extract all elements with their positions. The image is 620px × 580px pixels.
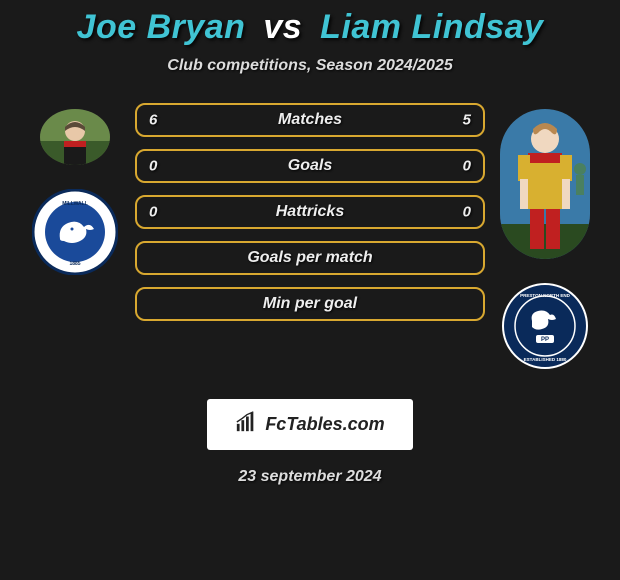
chart-icon: [235, 411, 257, 438]
right-column: PP PRESTON NORTH END ESTABLISHED 1880: [485, 103, 605, 369]
stat-row-matches: 6 Matches 5: [135, 103, 485, 137]
stat-left-value: 0: [149, 204, 157, 221]
stat-row-goals: 0 Goals 0: [135, 149, 485, 183]
stat-left-value: 0: [149, 158, 157, 175]
stat-row-goals-per-match: Goals per match: [135, 241, 485, 275]
stat-label: Goals: [288, 157, 332, 175]
brand-label: FcTables.com: [265, 414, 384, 435]
comparison-card: Joe Bryan vs Liam Lindsay Club competiti…: [0, 0, 620, 580]
stat-row-hattricks: 0 Hattricks 0: [135, 195, 485, 229]
brand-box: FcTables.com: [207, 399, 412, 450]
stat-label: Matches: [278, 111, 342, 129]
title-vs: vs: [263, 8, 302, 46]
player2-club-badge: PP PRESTON NORTH END ESTABLISHED 1880: [502, 283, 588, 369]
title-player1: Joe Bryan: [77, 8, 246, 46]
stat-rows: 6 Matches 5 0 Goals 0 0 Hattricks 0 Goal…: [135, 103, 485, 321]
player2-portrait: [500, 109, 590, 259]
svg-text:PRESTON NORTH END: PRESTON NORTH END: [520, 293, 570, 298]
player1-club-badge: MILLWALL 1885: [32, 189, 118, 275]
stat-left-value: 6: [149, 112, 157, 129]
page-title: Joe Bryan vs Liam Lindsay: [77, 8, 544, 47]
stat-right-value: 0: [463, 204, 471, 221]
stat-right-value: 0: [463, 158, 471, 175]
compare-area: MILLWALL 1885 6 Matches 5 0 Goals 0 0 Ha…: [0, 103, 620, 369]
title-player2: Liam Lindsay: [320, 8, 543, 46]
subtitle: Club competitions, Season 2024/2025: [167, 57, 452, 75]
left-column: MILLWALL 1885: [15, 103, 135, 275]
date-label: 23 september 2024: [238, 468, 381, 486]
svg-text:ESTABLISHED 1880: ESTABLISHED 1880: [524, 357, 567, 362]
stat-label: Goals per match: [247, 249, 372, 267]
stat-row-min-per-goal: Min per goal: [135, 287, 485, 321]
stat-label: Min per goal: [263, 295, 357, 313]
stat-right-value: 5: [463, 112, 471, 129]
svg-text:MILLWALL: MILLWALL: [62, 201, 88, 207]
stat-label: Hattricks: [276, 203, 344, 221]
svg-text:1885: 1885: [69, 261, 80, 267]
player1-portrait: [40, 109, 110, 165]
svg-text:PP: PP: [541, 337, 549, 343]
